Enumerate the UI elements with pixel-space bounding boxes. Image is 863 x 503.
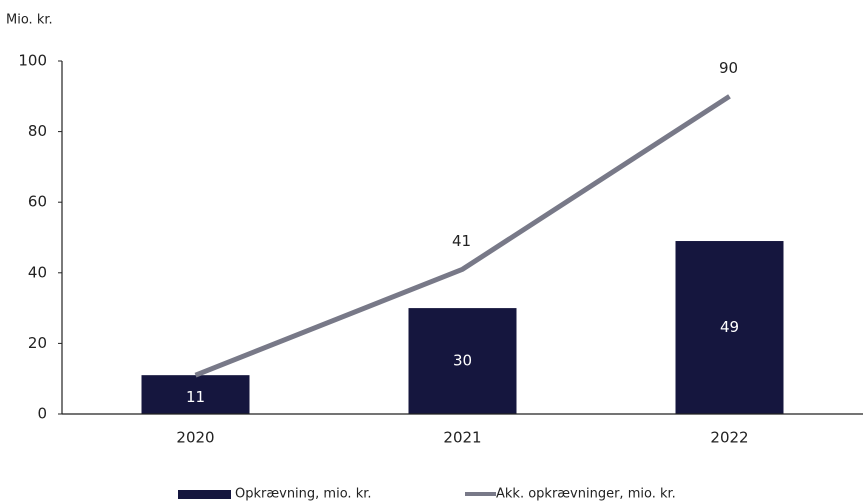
legend-label: Opkrævning, mio. kr. <box>235 487 372 502</box>
line <box>194 94 731 378</box>
y-tick-label: 60 <box>28 193 47 211</box>
line-value-label: 90 <box>719 59 738 77</box>
y-tick-label: 20 <box>28 334 47 352</box>
bar <box>408 308 517 414</box>
bar <box>675 241 784 414</box>
bar-value-label: 30 <box>453 352 472 370</box>
bar-value-label: 11 <box>186 388 205 406</box>
x-tick-label: 2020 <box>176 429 214 447</box>
bar-value-label: 49 <box>720 318 739 336</box>
line-value-label: 41 <box>452 232 471 250</box>
legend-swatch <box>178 490 231 499</box>
y-tick-label: 0 <box>37 405 47 423</box>
y-tick-label: 80 <box>28 122 47 140</box>
x-tick-label: 2021 <box>443 429 481 447</box>
legend-label: Akk. opkrævninger, mio. kr. <box>496 487 676 502</box>
y-tick-label: 40 <box>28 263 47 281</box>
y-tick-label: 100 <box>18 52 47 70</box>
bar <box>141 375 250 414</box>
x-tick-label: 2022 <box>710 429 748 447</box>
y-axis-unit: Mio. kr. <box>6 13 53 28</box>
